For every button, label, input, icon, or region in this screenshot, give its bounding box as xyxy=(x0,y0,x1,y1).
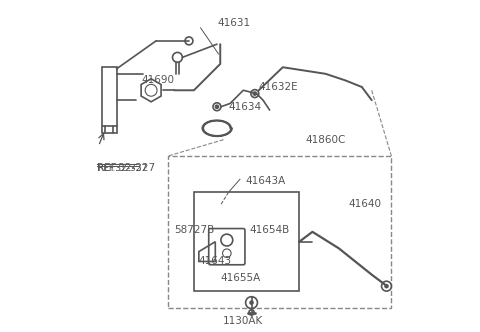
Bar xyxy=(168,156,392,307)
Text: REF.32-327: REF.32-327 xyxy=(97,164,147,173)
Circle shape xyxy=(249,300,254,305)
Text: REF.32-327: REF.32-327 xyxy=(97,163,155,173)
Text: 41640: 41640 xyxy=(348,199,382,209)
Text: 41643A: 41643A xyxy=(245,176,285,186)
Text: 41643: 41643 xyxy=(199,257,232,267)
Text: 41860C: 41860C xyxy=(306,135,346,145)
Circle shape xyxy=(216,105,218,108)
Bar xyxy=(194,192,299,291)
Text: 41631: 41631 xyxy=(217,18,250,28)
Text: 58727B: 58727B xyxy=(174,225,215,235)
Text: 41690: 41690 xyxy=(141,75,174,85)
Text: 41632E: 41632E xyxy=(258,82,298,92)
Text: 41634: 41634 xyxy=(228,102,262,112)
Text: 41654B: 41654B xyxy=(250,225,290,235)
Circle shape xyxy=(384,284,389,289)
Bar xyxy=(102,67,117,133)
Text: 41655A: 41655A xyxy=(220,273,261,283)
Text: 1130AK: 1130AK xyxy=(223,316,264,326)
Circle shape xyxy=(253,92,256,95)
